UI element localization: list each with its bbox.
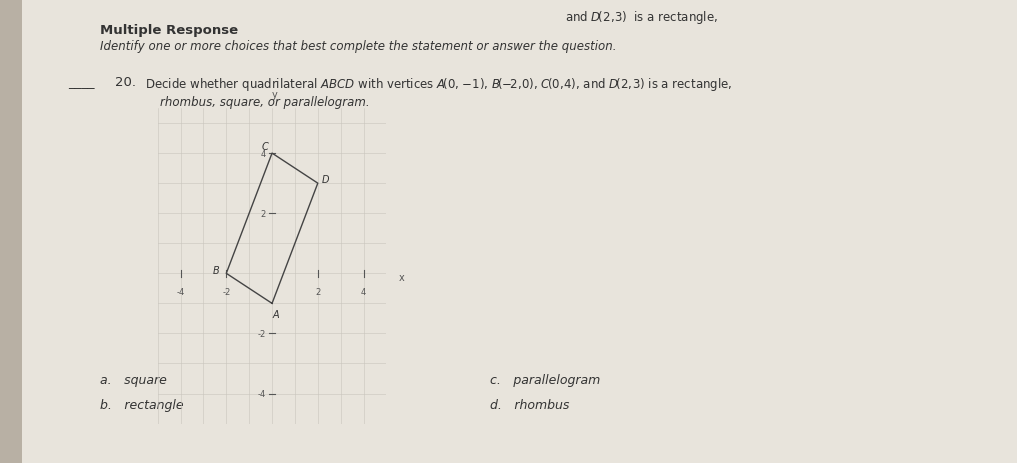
Text: Identify one or more choices that best complete the statement or answer the ques: Identify one or more choices that best c… (100, 40, 616, 53)
Text: 2: 2 (315, 287, 320, 296)
Text: rhombus, square, or parallelogram.: rhombus, square, or parallelogram. (160, 96, 369, 109)
Text: 20.: 20. (115, 76, 136, 89)
Text: A: A (273, 309, 280, 319)
Text: -2: -2 (222, 287, 231, 296)
Text: and $D\!\left(2,\!3\right)$  is a rectangle,: and $D\!\left(2,\!3\right)$ is a rectang… (565, 9, 718, 26)
Text: 4: 4 (260, 149, 265, 158)
Text: y: y (272, 90, 278, 100)
Text: d. rhombus: d. rhombus (490, 398, 570, 411)
Text: -2: -2 (257, 329, 265, 338)
Text: a. square: a. square (100, 373, 167, 386)
Text: c. parallelogram: c. parallelogram (490, 373, 600, 386)
Text: x: x (399, 272, 405, 282)
Text: ____: ____ (68, 76, 95, 89)
Text: B: B (213, 265, 220, 275)
Text: -4: -4 (257, 389, 265, 398)
Text: -4: -4 (176, 287, 185, 296)
Text: 4: 4 (361, 287, 366, 296)
Text: Decide whether quadrilateral $ABCD$ with vertices $A\!\left(0,\!-\!1\right)$, $B: Decide whether quadrilateral $ABCD$ with… (145, 76, 732, 93)
Text: b. rectangle: b. rectangle (100, 398, 184, 411)
Text: C: C (261, 141, 268, 151)
Text: 2: 2 (260, 209, 265, 218)
Text: Multiple Response: Multiple Response (100, 24, 238, 37)
Text: D: D (322, 174, 330, 184)
Bar (0, 0, 22, 463)
